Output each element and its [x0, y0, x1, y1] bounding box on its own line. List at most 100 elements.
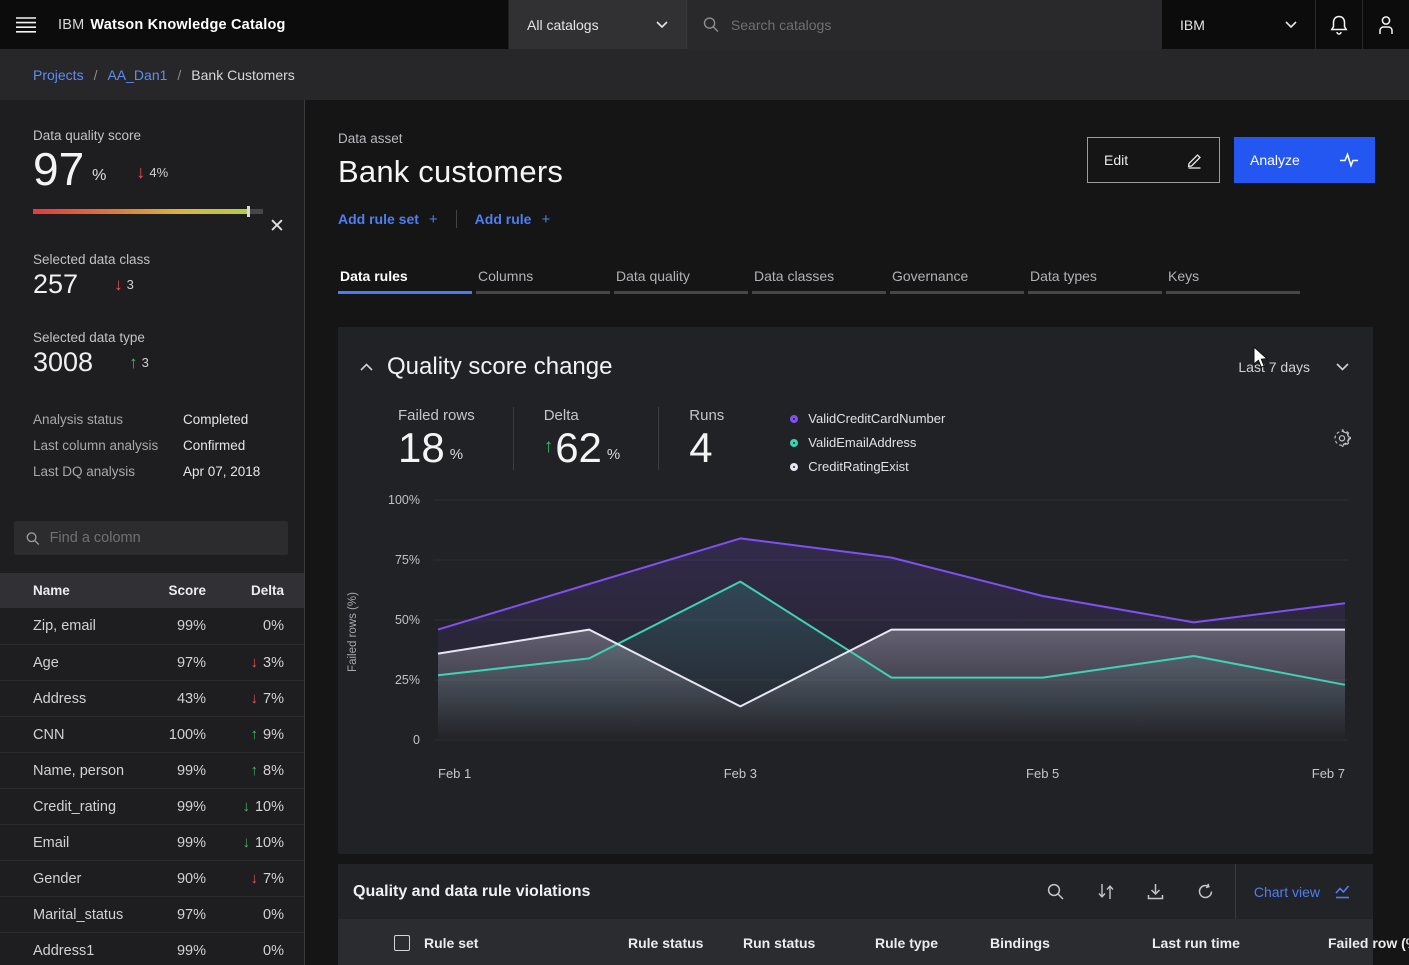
- column-score: 100%: [144, 727, 206, 743]
- data-type-label: Selected data type: [33, 330, 288, 345]
- table-row[interactable]: Credit_rating99%↓10%: [0, 788, 304, 824]
- catalog-selector[interactable]: All catalogs: [508, 0, 686, 49]
- svg-text:0: 0: [413, 733, 420, 747]
- gear-icon: [1333, 429, 1351, 447]
- column-header-last-run-time[interactable]: Last run time: [1152, 935, 1328, 951]
- tab-data-classes[interactable]: Data classes: [752, 262, 886, 294]
- account-selector-value: IBM: [1180, 17, 1205, 33]
- main-content: Data asset Bank customers Add rule set+ …: [305, 100, 1409, 965]
- column-name: Name, person: [33, 763, 144, 779]
- table-row[interactable]: Age97%↓3%: [0, 644, 304, 680]
- legend-item[interactable]: ValidEmailAddress: [790, 435, 945, 450]
- breadcrumb-separator: /: [94, 67, 98, 83]
- add-rule-link[interactable]: Add rule+: [475, 211, 551, 228]
- edit-button[interactable]: Edit: [1087, 137, 1220, 183]
- tab-keys[interactable]: Keys: [1166, 262, 1300, 294]
- violations-title: Quality and data rule violations: [353, 883, 590, 901]
- column-header-run-status[interactable]: Run status: [743, 935, 875, 951]
- analyze-button[interactable]: Analyze: [1234, 137, 1375, 183]
- table-row[interactable]: Zip, email99%0%: [0, 608, 304, 644]
- col-header-name[interactable]: Name: [33, 583, 144, 598]
- tab-data-types[interactable]: Data types: [1028, 262, 1162, 294]
- download-icon: [1147, 883, 1164, 900]
- gauge-marker: [247, 206, 250, 217]
- select-all-checkbox[interactable]: [394, 935, 410, 951]
- table-row[interactable]: CNN100%↑9%: [0, 716, 304, 752]
- tab-columns[interactable]: Columns: [476, 262, 610, 294]
- breadcrumb-link[interactable]: AA_Dan1: [107, 67, 167, 83]
- search-icon: [703, 16, 719, 33]
- table-row[interactable]: Gender90%↓7%: [0, 860, 304, 896]
- settings-adjust-button[interactable]: [1081, 864, 1131, 919]
- column-delta: ↓7%: [206, 870, 284, 887]
- breadcrumb-link[interactable]: Projects: [33, 67, 84, 83]
- chart-view-toggle[interactable]: Chart view: [1236, 864, 1373, 919]
- table-row[interactable]: Email99%↓10%: [0, 824, 304, 860]
- violations-card: Quality and data rule violations Chart v…: [338, 864, 1373, 965]
- tab-governance[interactable]: Governance: [890, 262, 1024, 294]
- meta-label: Last DQ analysis: [33, 464, 183, 479]
- arrow-up-icon: ↑: [251, 726, 259, 743]
- tab-data-rules[interactable]: Data rules: [338, 262, 472, 294]
- column-name: Address1: [33, 943, 144, 959]
- dq-score-value: 97: [33, 145, 84, 193]
- legend-item[interactable]: ValidCreditCardNumber: [790, 411, 945, 426]
- column-header-rule-type[interactable]: Rule type: [875, 935, 990, 951]
- table-row[interactable]: Address43%↓7%: [0, 680, 304, 716]
- breadcrumb-bar: Projects / AA_Dan1 / Bank Customers: [0, 49, 1409, 100]
- search-button[interactable]: [1031, 864, 1081, 919]
- legend-label: CreditRatingExist: [808, 459, 908, 474]
- table-row[interactable]: Marital_status97%0%: [0, 896, 304, 932]
- delta-stat: Delta ↑ 62 %: [513, 407, 659, 470]
- app-title: IBM Watson Knowledge Catalog: [52, 0, 508, 49]
- col-header-delta[interactable]: Delta: [206, 583, 284, 598]
- col-header-score[interactable]: Score: [144, 583, 206, 598]
- violations-toolbar: Chart view: [1031, 864, 1373, 919]
- column-name: Credit_rating: [33, 799, 144, 815]
- meta-label: Analysis status: [33, 412, 183, 427]
- menu-icon[interactable]: [0, 0, 52, 49]
- data-class-delta: 3: [127, 277, 134, 292]
- column-score: 99%: [144, 943, 206, 959]
- collapse-icon[interactable]: [360, 363, 373, 371]
- quality-chart-area: 025%50%75%100%Failed rows (%)Feb 1Feb 3F…: [338, 482, 1373, 801]
- svg-text:50%: 50%: [395, 613, 420, 627]
- bell-icon: [1330, 15, 1348, 35]
- tab-data-quality[interactable]: Data quality: [614, 262, 748, 294]
- column-header-rule-set[interactable]: Rule set: [424, 935, 628, 951]
- arrow-down-icon: ↓: [251, 654, 259, 671]
- table-row[interactable]: Name, person99%↑8%: [0, 752, 304, 788]
- table-row[interactable]: Address199%0%: [0, 932, 304, 965]
- edit-button-label: Edit: [1104, 152, 1128, 168]
- meta-row: Last DQ analysisApr 07, 2018: [33, 464, 288, 479]
- quality-chart[interactable]: 025%50%75%100%Failed rows (%)Feb 1Feb 3F…: [338, 482, 1372, 796]
- account-selector[interactable]: IBM: [1162, 0, 1315, 49]
- notifications-button[interactable]: [1315, 0, 1362, 49]
- download-button[interactable]: [1131, 864, 1181, 919]
- breadcrumb-separator: /: [177, 67, 181, 83]
- svg-text:Feb 3: Feb 3: [724, 766, 757, 781]
- column-header-failed-row[interactable]: Failed row (%): [1328, 935, 1409, 951]
- column-header-rule-status[interactable]: Rule status: [628, 935, 743, 951]
- find-column-input[interactable]: [50, 530, 276, 546]
- column-score: 97%: [144, 907, 206, 923]
- delta-label: Delta: [544, 407, 621, 424]
- legend-item[interactable]: CreditRatingExist: [790, 459, 945, 474]
- breadcrumb-current: Bank Customers: [191, 67, 294, 83]
- arrow-up-icon: ↑: [251, 762, 259, 779]
- brand-prefix: IBM: [58, 17, 84, 33]
- refresh-button[interactable]: [1181, 864, 1231, 919]
- range-selector[interactable]: Last 7 days: [1238, 359, 1349, 375]
- arrow-down-icon: ↓: [136, 162, 145, 183]
- column-table-body: Zip, email99%0%Age97%↓3%Address43%↓7%CNN…: [0, 608, 304, 965]
- failed-rows-stat: Failed rows 18 %: [398, 407, 513, 470]
- search-catalogs-input[interactable]: [731, 17, 1146, 33]
- column-name: Address: [33, 691, 144, 707]
- settings-button[interactable]: [1333, 429, 1351, 447]
- data-type-delta: 3: [142, 355, 149, 370]
- add-rule-set-link[interactable]: Add rule set+: [338, 211, 438, 228]
- quality-score-card: Quality score change Last 7 days Failed …: [338, 327, 1373, 854]
- user-menu-button[interactable]: [1362, 0, 1409, 49]
- close-icon[interactable]: ✕: [266, 216, 288, 238]
- column-header-bindings[interactable]: Bindings: [990, 935, 1152, 951]
